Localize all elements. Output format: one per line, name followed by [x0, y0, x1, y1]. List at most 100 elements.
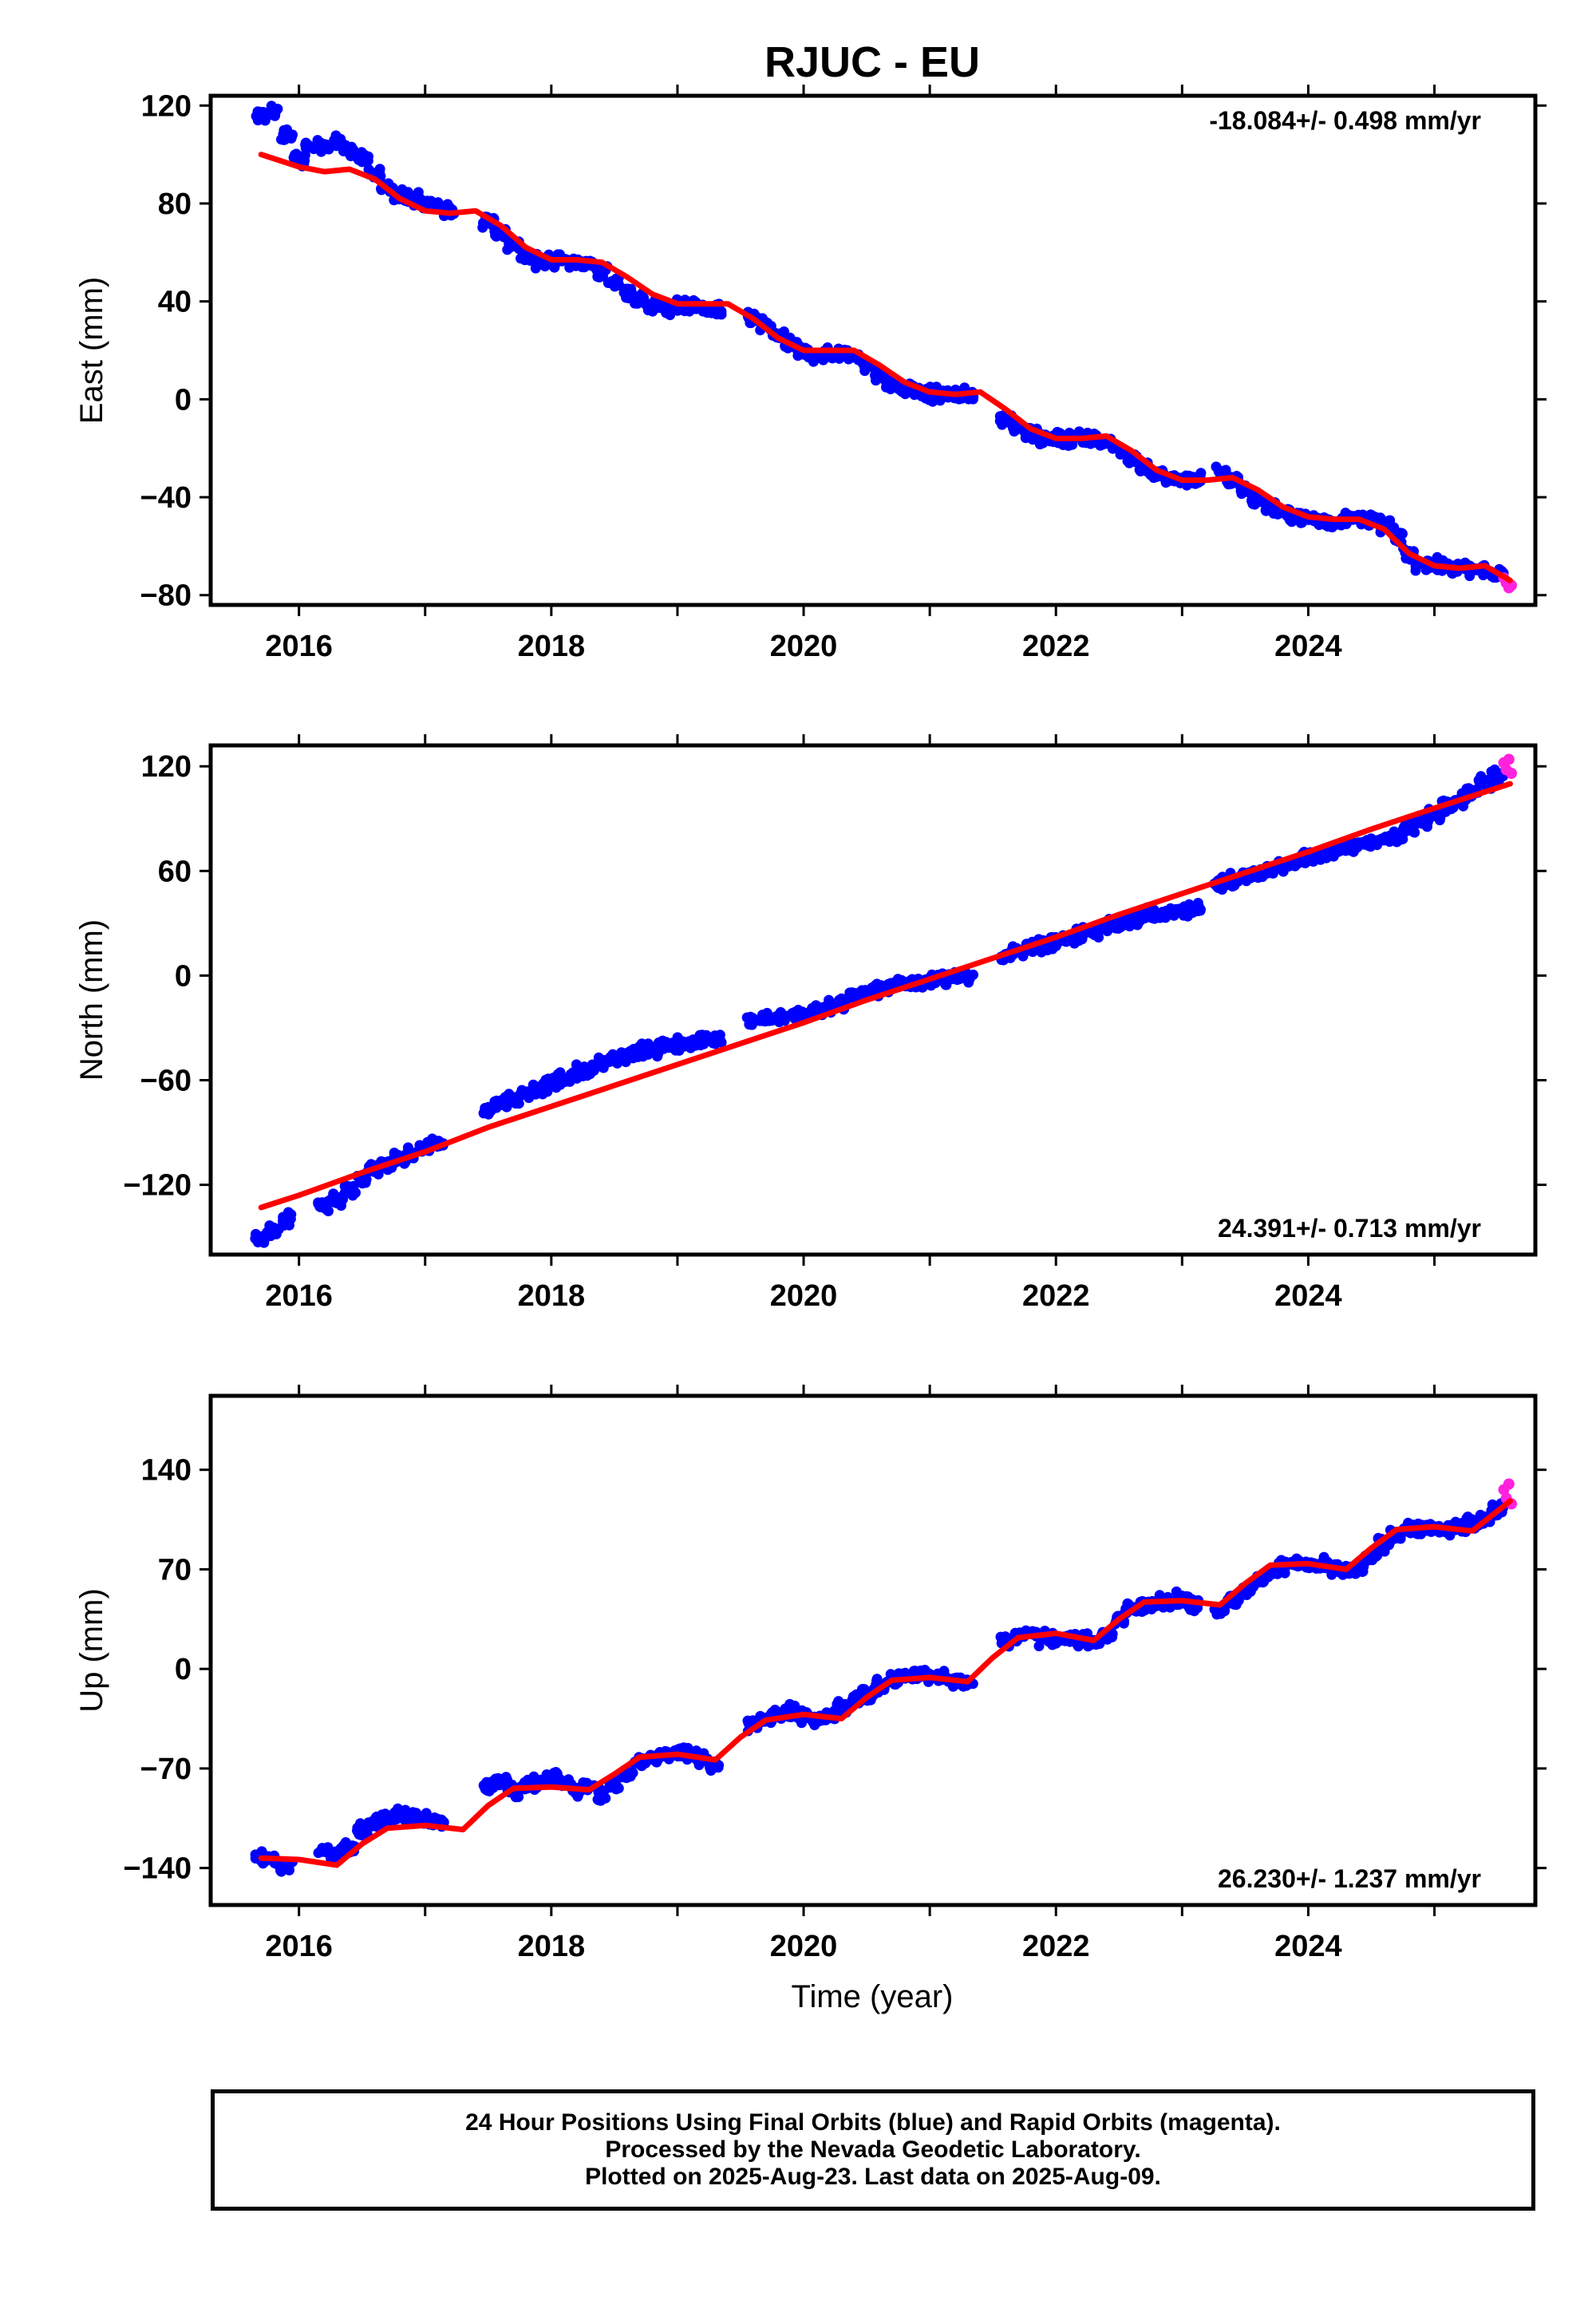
y-tick-label: 0: [175, 959, 192, 993]
final-orbit-point: [1479, 778, 1491, 790]
final-orbit-point: [343, 144, 355, 156]
final-orbit-point: [621, 1049, 633, 1061]
final-orbit-point: [394, 1809, 406, 1821]
final-orbit-point: [1252, 494, 1264, 506]
x-tick-label: 2016: [265, 630, 333, 663]
north-frame: [208, 743, 1538, 1257]
final-orbit-point: [1126, 914, 1138, 926]
final-orbit-point: [1050, 1634, 1062, 1646]
y-tick-label: −120: [123, 1169, 192, 1203]
y-axis-label: East (mm): [74, 277, 109, 424]
final-orbit-point: [596, 266, 608, 278]
panel-up: 2016 2018 2020 2022 2024 140 70 0 −70 −140 Up (mm)…: [74, 1385, 1547, 1963]
final-orbit-point: [1302, 853, 1314, 864]
final-orbit-point: [1403, 823, 1415, 835]
y-tick-label: 120: [141, 89, 192, 123]
final-orbit-point: [381, 1812, 393, 1824]
final-orbit-point: [1365, 1552, 1377, 1564]
cloud-point: [1033, 1641, 1045, 1652]
final-orbit-point: [356, 153, 368, 165]
x-tick-label: 2024: [1274, 1930, 1342, 1963]
y-tick-label: 0: [175, 383, 192, 417]
final-orbit-point: [1416, 816, 1428, 828]
panel-north: 2016 2018 2020 2022 2024 120 60 0 −60 −120 North (…: [74, 734, 1547, 1313]
final-orbit-point: [419, 1814, 431, 1826]
x-tick-label: 2020: [770, 1930, 838, 1963]
rapid-orbit-point: [1503, 1478, 1515, 1490]
up-points: [250, 1478, 1517, 1877]
final-orbit-point: [1176, 905, 1188, 917]
final-orbit-point: [583, 1064, 595, 1076]
final-orbit-point: [343, 1183, 355, 1194]
final-orbit-point: [545, 1077, 557, 1089]
final-orbit-point: [432, 200, 444, 211]
final-orbit-point: [1353, 1563, 1365, 1575]
y-tick-label: 140: [141, 1454, 192, 1488]
rate-annotation: 26.230+/- 1.237 mm/yr: [1218, 1864, 1481, 1893]
final-orbit-point: [785, 1010, 797, 1022]
final-orbit-point: [1189, 903, 1201, 915]
final-orbit-point: [596, 1058, 608, 1070]
final-orbit-point: [1151, 908, 1163, 920]
y-tick-label: 120: [141, 750, 192, 784]
final-orbit-point: [659, 302, 671, 314]
final-orbit-point: [268, 107, 279, 119]
x-tick-label: 2018: [518, 1279, 586, 1313]
final-orbit-point: [886, 378, 898, 390]
y-tick-label: 60: [158, 855, 192, 888]
y-tick-label: −40: [140, 481, 192, 515]
final-orbit-point: [646, 1043, 658, 1055]
y-tick-label: 0: [175, 1653, 192, 1686]
rate-annotation: -18.084+/- 0.498 mm/yr: [1209, 106, 1481, 135]
final-orbit-point: [1163, 907, 1175, 919]
final-orbit-point: [255, 109, 267, 121]
final-orbit-point: [407, 1811, 418, 1823]
rapid-orbit-point: [1503, 753, 1515, 765]
final-orbit-point: [1100, 921, 1112, 933]
final-orbit-point: [1340, 842, 1352, 854]
final-orbit-point: [533, 1083, 544, 1095]
up-frame: [208, 1393, 1538, 1907]
final-orbit-point: [495, 1099, 507, 1111]
final-orbit-point: [608, 1053, 620, 1065]
final-orbit-point: [798, 1008, 809, 1020]
y-tick-label: 40: [158, 286, 192, 319]
y-tick-label: 80: [158, 188, 192, 221]
y-tick-label: −70: [140, 1753, 192, 1786]
final-orbit-point: [760, 1014, 772, 1025]
final-orbit-point: [899, 384, 911, 396]
y-axis-label: North (mm): [74, 919, 109, 1081]
final-orbit-point: [268, 1223, 279, 1235]
final-orbit-point: [634, 1046, 646, 1058]
final-orbit-point: [318, 1845, 330, 1857]
final-orbit-point: [634, 293, 646, 305]
x-tick-label: 2018: [518, 630, 586, 663]
final-orbit-point: [772, 1011, 784, 1023]
final-orbit-point: [1491, 769, 1503, 781]
final-orbit-point: [280, 129, 292, 141]
final-orbit-point: [1113, 917, 1125, 929]
final-orbit-point: [810, 1005, 822, 1017]
footer-line-2: Processed by the Nevada Geodetic Laborat…: [605, 2136, 1141, 2163]
final-orbit-point: [508, 1093, 519, 1105]
final-orbit-point: [318, 139, 330, 151]
x-tick-label: 2020: [770, 1279, 838, 1313]
final-orbit-point: [1353, 839, 1365, 851]
east-points: [251, 101, 1517, 594]
final-orbit-point: [861, 987, 873, 999]
x-tick-label: 2022: [1022, 630, 1090, 663]
final-orbit-point: [280, 1214, 292, 1226]
final-orbit-point: [280, 1860, 292, 1871]
final-orbit-point: [331, 136, 343, 148]
final-orbit-point: [697, 1034, 709, 1046]
final-orbit-point: [621, 1769, 633, 1781]
final-orbit-point: [571, 1067, 583, 1079]
final-orbit-point: [836, 1703, 847, 1715]
final-orbit-point: [709, 1034, 721, 1046]
x-tick-label: 2018: [518, 1930, 586, 1963]
final-orbit-point: [255, 1231, 267, 1243]
final-orbit-point: [306, 141, 318, 153]
final-orbit-point: [369, 1816, 381, 1828]
